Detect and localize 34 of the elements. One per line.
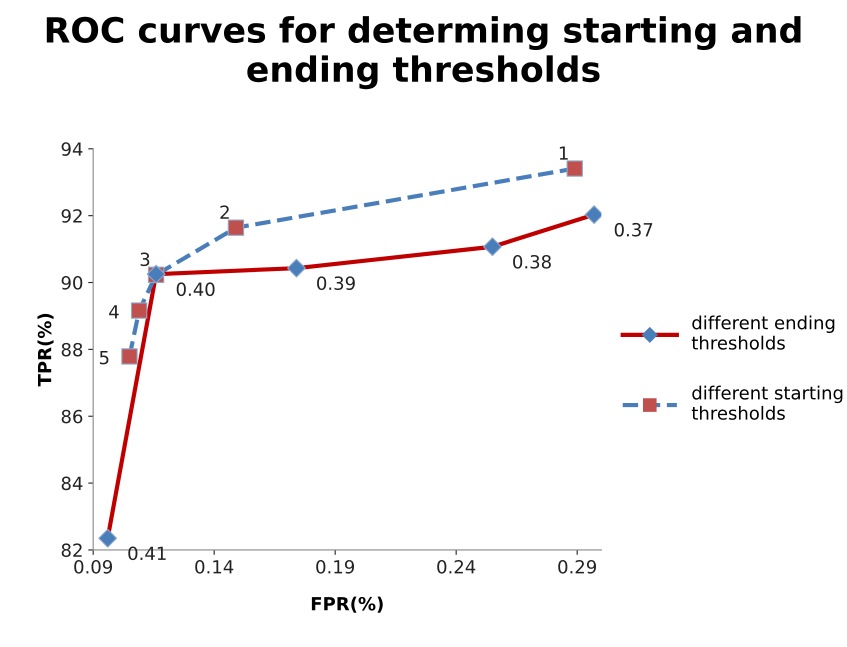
x-axis-title: FPR(%) <box>312 596 383 613</box>
x-tick-label: 0.14 <box>195 560 234 574</box>
annotation: 2 <box>220 205 229 219</box>
point <box>566 160 583 177</box>
x-tick-label: 0.29 <box>558 560 596 574</box>
y-tick-label: 82 <box>62 543 82 558</box>
point <box>287 258 306 278</box>
y-axis-title: TPR(%) <box>37 314 54 386</box>
point <box>98 528 118 548</box>
y-tick-label: 92 <box>62 209 82 223</box>
annotation: 4 <box>109 305 119 318</box>
x-tick-label: 0.09 <box>74 560 112 574</box>
y-tick-label: 84 <box>62 476 82 490</box>
chart-title: ROC curves for determing starting and ending thresholds <box>46 16 800 90</box>
point <box>228 220 244 236</box>
y-tick-label: 90 <box>62 276 82 290</box>
annotation: 3 <box>140 252 150 266</box>
annotation: 0.38 <box>513 255 551 269</box>
x-tick-label: 0.24 <box>437 560 476 574</box>
annotation: 0.39 <box>317 276 355 290</box>
annotation: 0.40 <box>176 282 215 296</box>
annotation: 1 <box>560 146 568 160</box>
annotation: 0.37 <box>614 222 652 237</box>
legend-label: different ending thresholds <box>692 315 834 350</box>
legend-label: different starting thresholds <box>692 386 842 420</box>
point <box>483 237 502 256</box>
point <box>121 348 138 365</box>
annotation: 5 <box>100 350 108 364</box>
annotation: 0.41 <box>128 546 166 560</box>
y-tick-label: 94 <box>62 142 82 156</box>
x-tick-label: 0.19 <box>316 560 354 574</box>
y-tick-label: 86 <box>62 410 82 424</box>
point <box>130 302 148 319</box>
y-tick-label: 88 <box>62 342 82 356</box>
